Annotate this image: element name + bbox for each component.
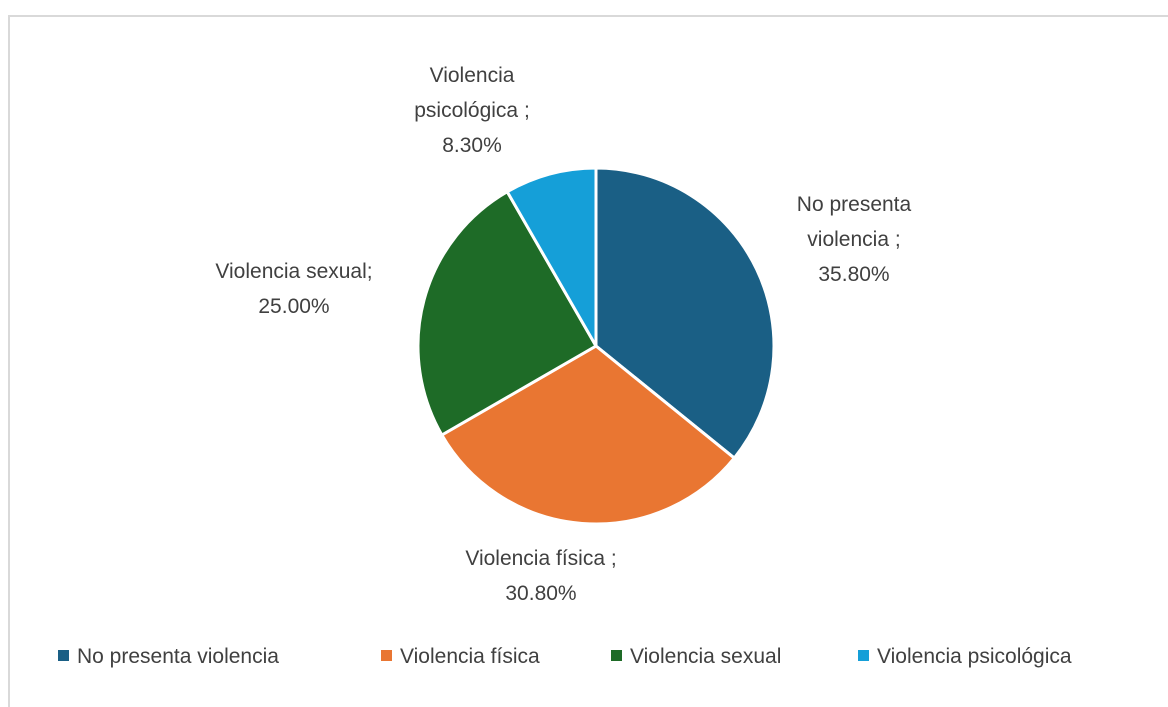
legend-swatch-2 <box>611 650 622 661</box>
data-label-2-line-0: Violencia sexual; <box>215 260 372 283</box>
data-label-3: Violencia psicológica ; 8.30% <box>414 64 530 157</box>
pie-slice-2 <box>416 190 598 437</box>
legend-swatch-1 <box>381 650 392 661</box>
legend-label-3: Violencia psicológica <box>877 645 1072 668</box>
data-label-1-line-1: 30.80% <box>505 582 576 605</box>
legend-swatch-3 <box>858 650 869 661</box>
legend-label-2: Violencia sexual <box>630 645 781 668</box>
legend-label-1: Violencia física <box>400 645 540 668</box>
legend-swatch-0 <box>58 650 69 661</box>
legend-label-0: No presenta violencia <box>77 645 279 668</box>
pie-slice-0 <box>594 166 776 460</box>
data-label-0-line-0: No presenta <box>797 193 912 216</box>
pie-slices <box>416 166 776 526</box>
data-label-3-line-1: psicológica ; <box>414 99 530 122</box>
pie-slice-1 <box>440 344 736 526</box>
data-label-2: Violencia sexual; 25.00% <box>215 260 372 318</box>
data-label-0-line-2: 35.80% <box>818 263 889 286</box>
pie-slice-3 <box>505 166 598 348</box>
data-labels: No presenta violencia ; 35.80% Violencia fí… <box>215 64 911 605</box>
legend: No presenta violencia Violencia física Vio… <box>58 645 1072 668</box>
data-label-2-line-1: 25.00% <box>258 295 329 318</box>
data-label-1: Violencia física ; 30.80% <box>465 547 616 605</box>
data-label-3-line-0: Violencia <box>430 64 515 87</box>
data-label-1-line-0: Violencia física ; <box>465 547 616 570</box>
data-label-3-line-2: 8.30% <box>442 134 502 157</box>
data-label-0: No presenta violencia ; 35.80% <box>797 193 912 286</box>
data-label-0-line-1: violencia ; <box>807 228 900 251</box>
